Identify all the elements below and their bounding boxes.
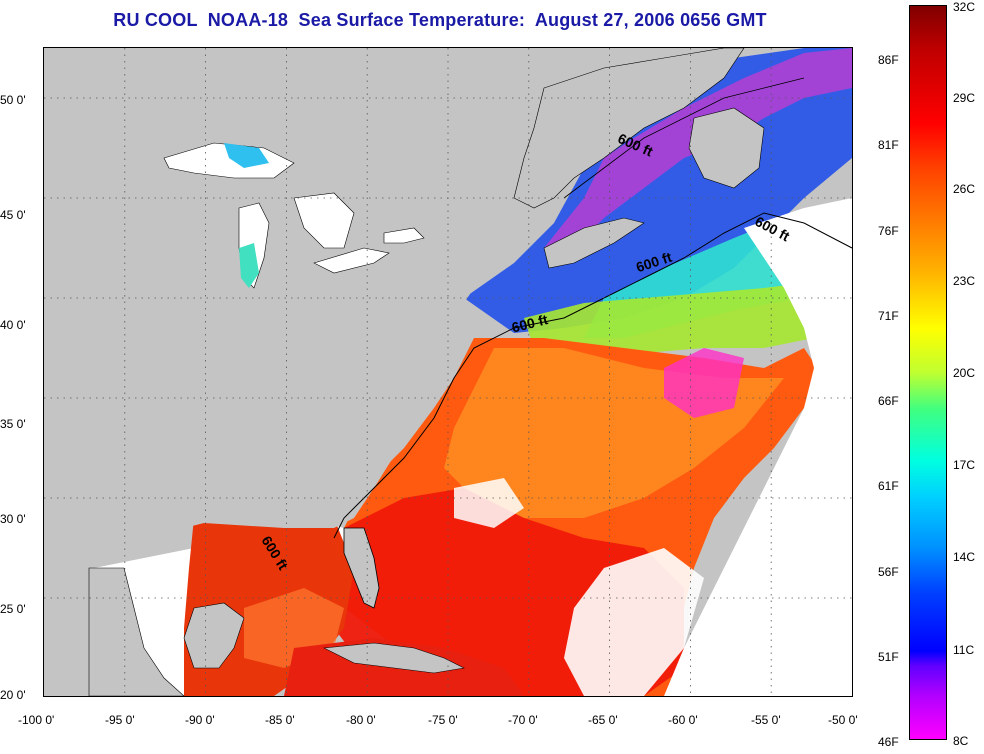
temperature-colorbar [909, 5, 947, 740]
east-coast-land [44, 48, 514, 558]
colorbar-celsius-label: 14C [953, 550, 976, 564]
y-tick-label: 30 0' [0, 512, 26, 526]
x-tick-label: -80 0' [346, 713, 376, 727]
magenta-coastal-north [544, 48, 852, 258]
y-tick-label: 25 0' [0, 602, 26, 616]
y-tick-label: 40 0' [0, 318, 26, 332]
mexico-land [88, 567, 185, 696]
y-tick-label: 50 0' [0, 93, 26, 107]
colorbar-fahrenheit-label: 66F [878, 394, 899, 408]
colorbar-fahrenheit-label: 86F [878, 53, 899, 67]
colorbar-celsius-label: 26C [953, 182, 976, 196]
missing-data-southeast [564, 548, 704, 696]
contour-600ft [333, 212, 852, 539]
colorbar-celsius-label: 32C [953, 0, 976, 14]
magenta-patch [664, 348, 744, 418]
colorbar-celsius-label: 8C [953, 734, 969, 748]
x-tick-label: -100 0' [18, 713, 55, 727]
colorbar-fahrenheit-label: 46F [878, 735, 899, 749]
cuba-land [322, 642, 465, 674]
missing-data-east [664, 198, 852, 696]
colorbar-celsius-label: 23C [953, 274, 976, 288]
x-tick-label: -70 0' [508, 713, 538, 727]
y-tick-label: 45 0' [0, 208, 26, 222]
x-tick-label: -60 0' [668, 713, 698, 727]
florida-land [343, 527, 380, 609]
x-tick-label: -85 0' [265, 713, 295, 727]
colorbar-fahrenheit-label: 76F [878, 224, 899, 238]
newfoundland-land [688, 107, 765, 189]
yucatan-land [183, 602, 245, 669]
colorbar-fahrenheit-label: 56F [878, 565, 899, 579]
x-tick-label: -75 0' [428, 713, 458, 727]
x-tick-label: -95 0' [105, 713, 135, 727]
colorbar-fahrenheit-label: 71F [878, 309, 899, 323]
nova-scotia-land [543, 217, 645, 269]
missing-patch-2 [454, 478, 524, 528]
colorbar-fahrenheit-label: 61F [878, 479, 899, 493]
sst-map-canvas [44, 48, 852, 696]
colorbar-celsius-label: 20C [953, 366, 976, 380]
x-tick-label: -50 0' [828, 713, 858, 727]
x-tick-label: -55 0' [751, 713, 781, 727]
colorbar-celsius-label: 17C [953, 458, 976, 472]
sst-map: 600 ft 600 ft 600 ft 600 ft 600 ft [43, 47, 853, 697]
map-title: RU COOL NOAA-18 Sea Surface Temperature:… [113, 10, 767, 30]
colorbar-celsius-label: 11C [953, 643, 975, 657]
y-tick-label: 20 0' [0, 688, 26, 702]
x-tick-label: -65 0' [588, 713, 618, 727]
contour-600ft-north [563, 77, 805, 199]
colorbar-fahrenheit-label: 51F [878, 650, 899, 664]
x-tick-label: -90 0' [185, 713, 215, 727]
green-yellow-zone [524, 283, 834, 353]
maritime-land [513, 48, 745, 209]
colorbar-fahrenheit-label: 81F [878, 138, 899, 152]
gridlines [44, 48, 852, 696]
y-tick-label: 35 0' [0, 417, 26, 431]
colorbar-celsius-label: 29C [953, 91, 976, 105]
